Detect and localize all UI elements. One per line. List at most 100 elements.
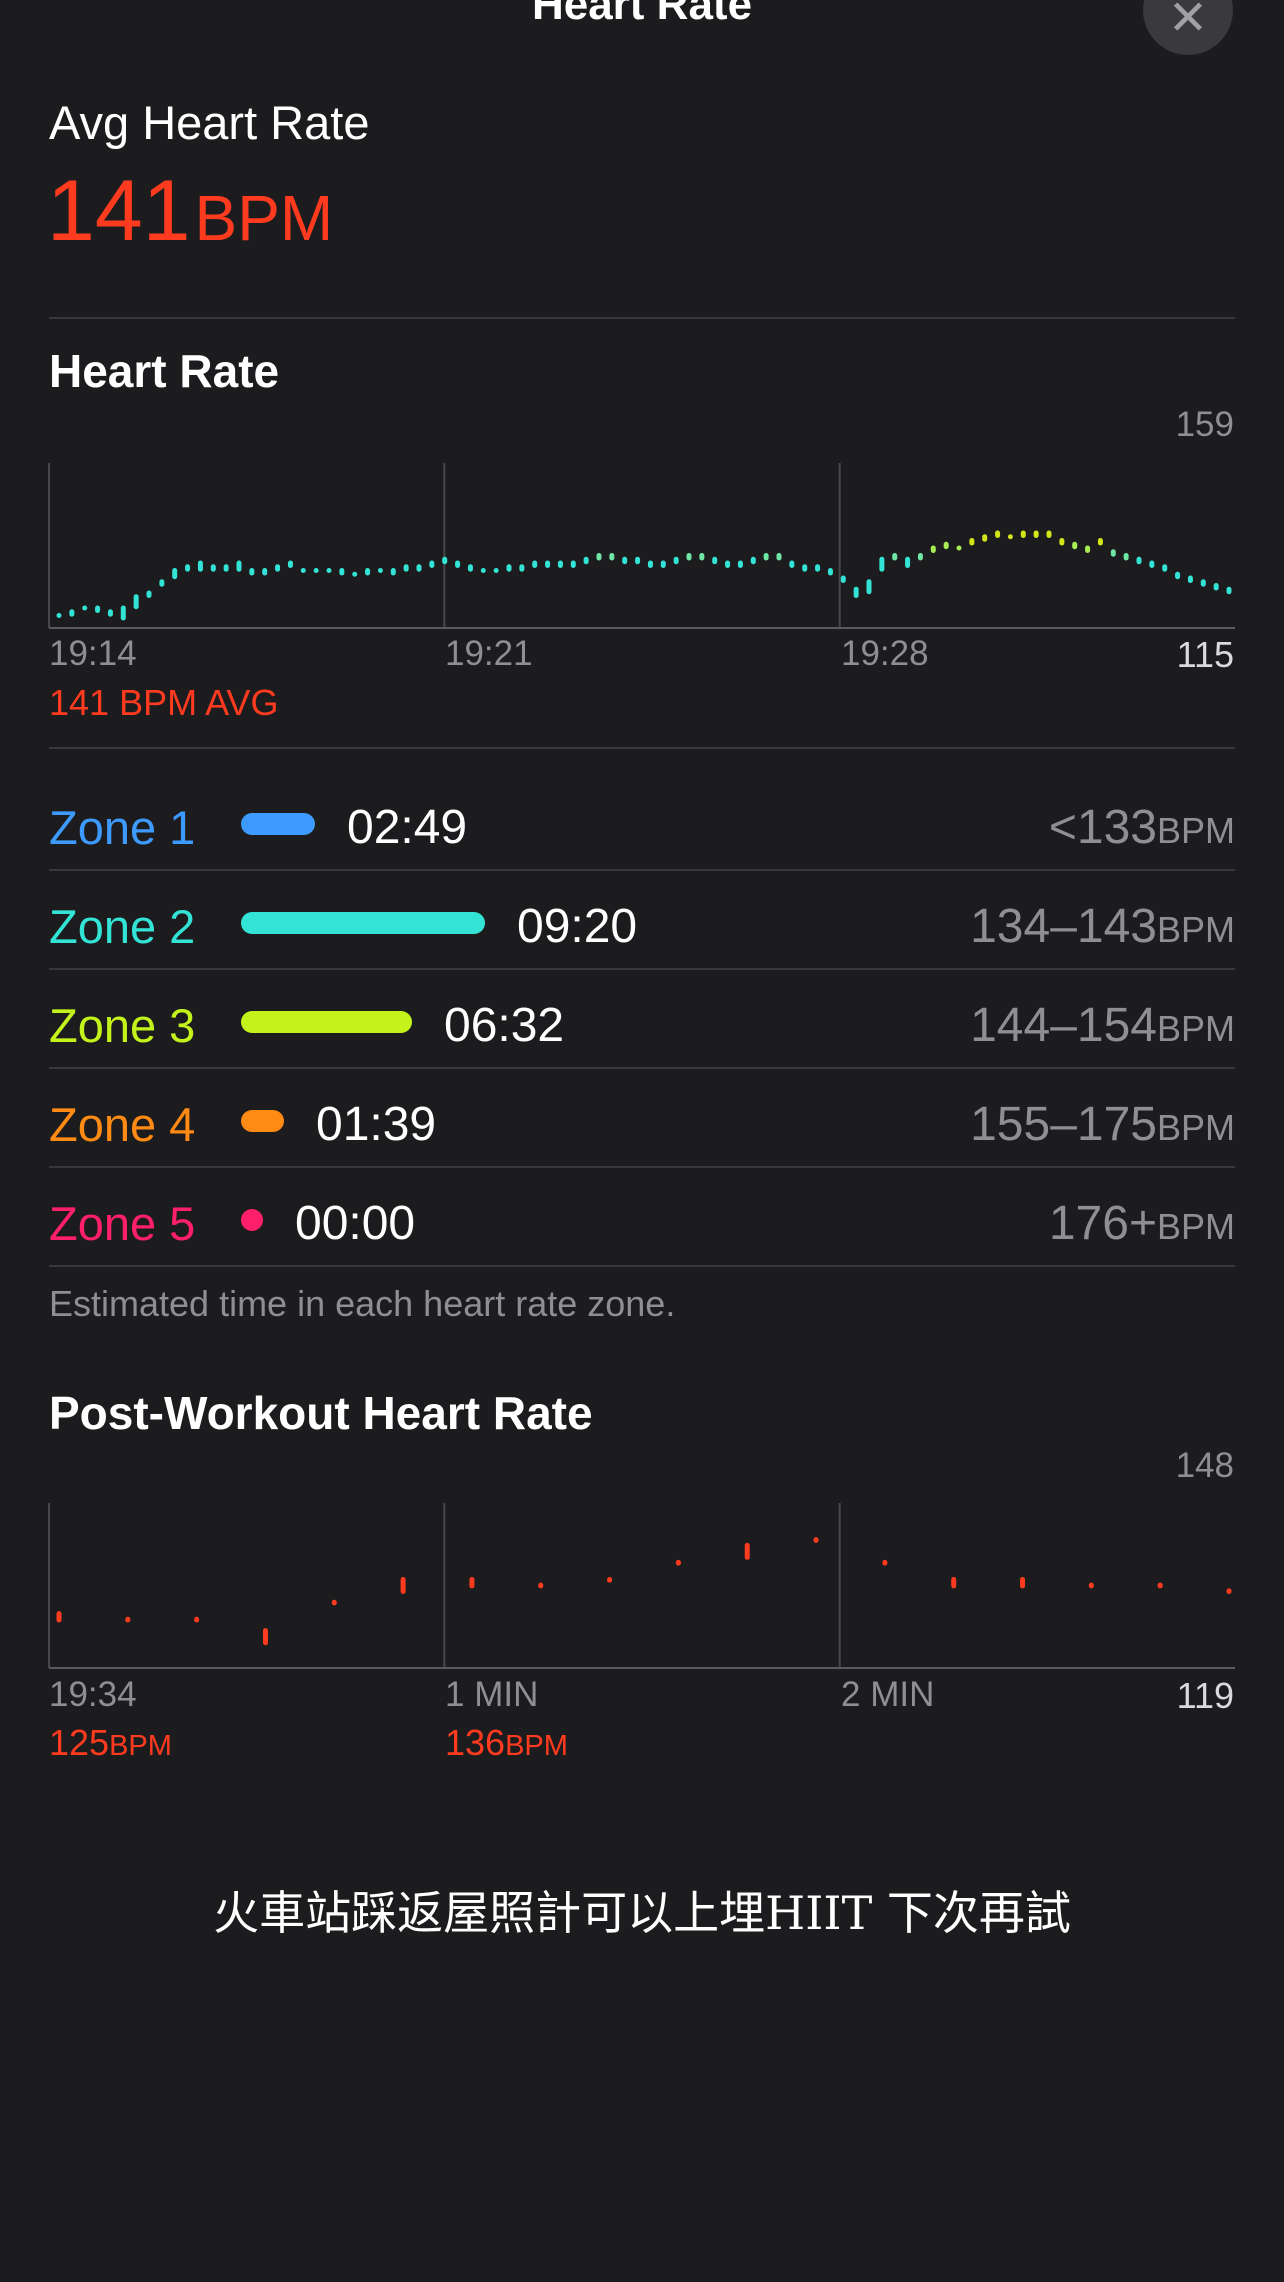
hr-chart-point	[1046, 530, 1052, 538]
post-chart-point	[1157, 1582, 1163, 1589]
heart-rate-title: Heart Rate	[49, 345, 280, 397]
zone-time: 09:20	[517, 900, 638, 953]
hr-chart-point	[313, 568, 319, 573]
hr-chart-point	[1085, 545, 1091, 553]
divider	[49, 317, 1235, 319]
zone-name: Zone 5	[49, 1197, 196, 1250]
post-chart-point	[675, 1559, 681, 1566]
post-stat-2-unit: BPM	[505, 1730, 568, 1762]
post-chart-point	[469, 1576, 475, 1589]
hr-chart-point	[120, 605, 126, 621]
hr-chart-point	[570, 560, 576, 568]
hr-chart-point	[1110, 549, 1116, 557]
hr-chart-point	[249, 568, 255, 576]
zone-range-value: 134–143	[970, 900, 1157, 953]
post-chart-point	[882, 1559, 888, 1566]
hr-chart-point	[737, 560, 743, 568]
post-chart-point	[400, 1576, 406, 1595]
hr-chart-point	[442, 556, 448, 565]
divider	[49, 1166, 1235, 1168]
hr-chart-point	[647, 560, 653, 568]
post-chart-point	[194, 1616, 200, 1623]
post-x-label-1: 19:34	[49, 1675, 137, 1714]
hr-chart-point	[56, 613, 62, 618]
divider	[49, 1067, 1235, 1069]
zone-bar	[241, 813, 315, 835]
hr-chart-point	[635, 556, 641, 565]
hr-chart-point	[930, 545, 936, 553]
hr-chart-point	[339, 568, 345, 576]
hr-chart-point	[69, 609, 75, 617]
hr-chart-point	[172, 568, 178, 580]
hr-x-label-3: 19:28	[841, 634, 929, 673]
hr-chart-point	[725, 560, 731, 568]
hr-chart-point	[236, 560, 242, 572]
hr-chart-point	[827, 568, 833, 576]
hr-chart-point	[1136, 556, 1142, 565]
hr-chart-point	[185, 564, 191, 572]
close-icon: ✕	[1167, 0, 1209, 45]
hr-chart-point	[1059, 538, 1065, 546]
zone-range-value: 176+	[1048, 1197, 1157, 1250]
hr-chart-point	[969, 538, 975, 546]
hr-chart-point	[467, 564, 473, 572]
avg-heart-rate-number: 141	[47, 163, 191, 259]
zone-name: Zone 3	[49, 999, 196, 1052]
hr-chart-point	[365, 568, 371, 576]
hr-chart-point	[1020, 530, 1026, 538]
zone-name: Zone 1	[49, 801, 196, 854]
zone-row-1: Zone 1 02:49 <133BPM	[49, 772, 1235, 871]
post-chart-point	[1020, 1576, 1026, 1589]
hr-chart-point	[1007, 534, 1013, 540]
post-stat-2-value: 136	[445, 1722, 506, 1763]
zone-range: <133BPM	[1049, 800, 1235, 855]
post-chart-point	[56, 1611, 62, 1623]
hr-chart-point	[133, 594, 139, 610]
hr-chart-point	[532, 560, 538, 568]
zone-bar	[241, 1110, 284, 1132]
divider	[49, 747, 1235, 749]
zone-range-unit: BPM	[1156, 909, 1235, 950]
hr-chart-point	[146, 590, 152, 598]
hr-chart-point	[583, 556, 589, 565]
hr-chart-point	[1200, 579, 1206, 587]
post-chart-point	[1226, 1588, 1232, 1595]
hr-y-min-label: 115	[1176, 634, 1234, 675]
hr-chart-point	[95, 605, 101, 613]
hr-chart-point	[596, 553, 602, 561]
hr-chart-point	[763, 553, 769, 561]
zone-bar	[241, 912, 485, 934]
hr-avg-label: 141 BPM AVG	[49, 682, 279, 723]
divider	[49, 1265, 1235, 1267]
hr-chart-point	[1213, 583, 1219, 591]
hr-chart-point	[275, 564, 281, 572]
zone-range-unit: BPM	[1156, 1206, 1235, 1247]
zone-range-unit: BPM	[1156, 1107, 1235, 1148]
post-stat-1-value: 125	[49, 1722, 110, 1763]
hr-chart-point	[506, 564, 512, 572]
hr-chart-point	[197, 560, 203, 572]
hr-chart-point	[866, 579, 872, 595]
post-y-min-label: 119	[1176, 1675, 1234, 1716]
post-chart-point	[813, 1537, 819, 1543]
hr-chart-point	[892, 553, 898, 561]
zone-range: 144–154BPM	[970, 998, 1235, 1053]
hr-chart-point	[917, 553, 923, 561]
zone-name: Zone 4	[49, 1098, 196, 1151]
hr-chart-point	[455, 560, 461, 568]
hr-chart-point	[1097, 538, 1103, 546]
hr-chart-point	[326, 568, 332, 573]
avg-heart-rate-label: Avg Heart Rate	[49, 96, 370, 149]
hr-chart-point	[1033, 530, 1039, 538]
hr-x-label-2: 19:21	[445, 634, 533, 673]
post-workout-title: Post-Workout Heart Rate	[49, 1387, 593, 1439]
hr-chart-point	[390, 568, 396, 576]
avg-heart-rate-unit: BPM	[194, 182, 334, 254]
zone-range: 134–143BPM	[970, 899, 1235, 954]
hr-chart-point	[480, 568, 486, 573]
post-chart-point	[125, 1616, 131, 1623]
post-chart-point	[744, 1542, 750, 1560]
hr-chart-point	[557, 560, 563, 568]
hr-chart-point	[802, 564, 808, 572]
zones-note: Estimated time in each heart rate zone.	[49, 1283, 676, 1324]
